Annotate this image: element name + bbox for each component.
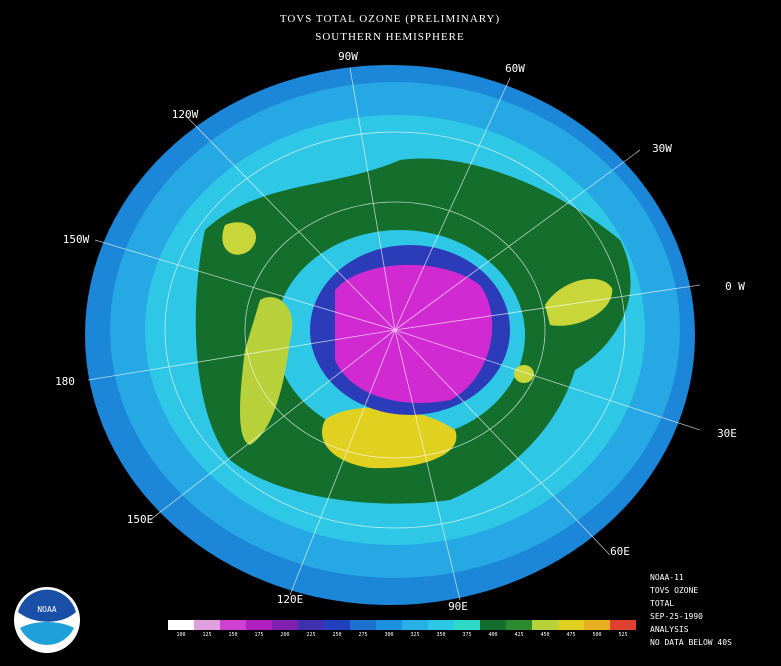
logo: NOAA [14, 587, 80, 653]
longitude-label: 60E [610, 545, 630, 558]
scale-cell [246, 620, 272, 630]
scale-label: 350 [436, 632, 445, 638]
subtitle: SOUTHERN HEMISPHERE [315, 31, 464, 43]
scale-label: 225 [306, 632, 315, 638]
info-line: NOAA-11 [650, 573, 684, 582]
scale-cell [506, 620, 532, 630]
scale-label: 200 [280, 632, 289, 638]
scale-cell [428, 620, 454, 630]
title: TOVS TOTAL OZONE (PRELIMINARY) [280, 13, 500, 25]
logo-sky [18, 589, 76, 622]
scale-label: 375 [462, 632, 471, 638]
scale-label: 450 [540, 632, 549, 638]
scale-label: 125 [202, 632, 211, 638]
longitude-label: 90W [338, 50, 358, 63]
scale-cell [324, 620, 350, 630]
grid [87, 67, 701, 601]
yellow-patch [222, 222, 256, 255]
scale-label: 275 [358, 632, 367, 638]
scale-cell [272, 620, 298, 630]
scale-cell [584, 620, 610, 630]
scale-label: 325 [410, 632, 419, 638]
logo-sea [20, 622, 74, 645]
yellow-patch [545, 278, 613, 326]
info-line: TOVS OZONE [650, 586, 698, 595]
color-scale: 100 125 150 175 200 225 250 275 300 325 350 375 400 4… [168, 620, 636, 638]
scale-label: 400 [488, 632, 497, 638]
longitude-labels: 90W 60W 30W 0 W 30E 60E 90E 120E 150E 18… [55, 50, 745, 613]
scale-cell [610, 620, 636, 630]
scale-label: 300 [384, 632, 393, 638]
info-line: TOTAL [650, 599, 674, 608]
longitude-label: 150E [127, 513, 154, 526]
scale-cell [532, 620, 558, 630]
scale-cell [350, 620, 376, 630]
info-line: ANALYSIS [650, 625, 689, 634]
longitude-label: 180 [55, 375, 75, 388]
longitude-label: 0 W [725, 280, 745, 293]
scale-label: 250 [332, 632, 341, 638]
longitude-label: 30E [717, 427, 737, 440]
scale-cell [558, 620, 584, 630]
scale-cell [220, 620, 246, 630]
info-block: NOAA-11 TOVS OZONE TOTAL SEP-25-1990 ANA… [650, 573, 732, 647]
globe [85, 65, 701, 605]
longitude-label: 60W [505, 62, 525, 75]
yellow-patch [322, 407, 457, 469]
scale-label: 425 [514, 632, 523, 638]
scale-label: 525 [618, 632, 627, 638]
longitude-label: 30W [652, 142, 672, 155]
ozone-hole [335, 264, 493, 404]
scale-label: 500 [592, 632, 601, 638]
scale-cell [168, 620, 194, 630]
longitude-label: 120E [277, 593, 304, 606]
longitude-label: 120W [172, 108, 199, 121]
scale-cell [376, 620, 402, 630]
scale-label: 150 [228, 632, 237, 638]
info-line: SEP-25-1990 [650, 612, 703, 621]
info-line: NO DATA BELOW 40S [650, 638, 732, 647]
scale-label: 175 [254, 632, 263, 638]
scale-cell [454, 620, 480, 630]
longitude-label: 150W [63, 233, 90, 246]
scale-cell [480, 620, 506, 630]
yellow-patch [240, 296, 293, 445]
scale-label: 100 [176, 632, 185, 638]
longitude-label: 90E [448, 600, 468, 613]
scale-cell [194, 620, 220, 630]
logo-text: NOAA [37, 605, 56, 614]
scale-cell [402, 620, 428, 630]
scale-label: 475 [566, 632, 575, 638]
scale-cell [298, 620, 324, 630]
yellow-patch [514, 365, 534, 383]
